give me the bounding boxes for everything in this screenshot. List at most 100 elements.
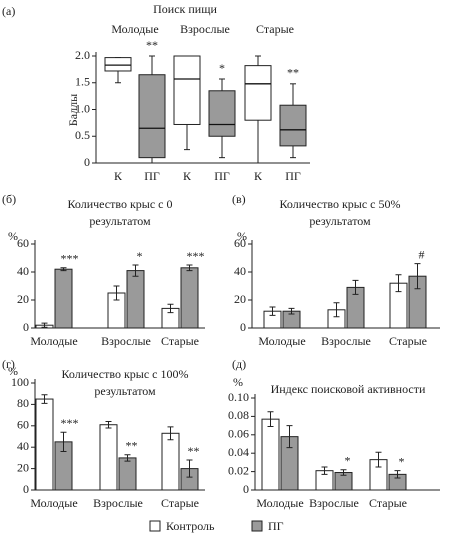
y-tick-label: 0: [243, 482, 249, 496]
bar: [54, 268, 73, 329]
legend-label: ПГ: [268, 519, 284, 533]
error-bar: [60, 431, 67, 452]
chart-title: Количество крыс с 100%: [61, 367, 188, 381]
x-tick-label: Взрослые: [93, 496, 143, 510]
annotation: ***: [61, 416, 79, 430]
panel-label: (б): [2, 192, 16, 206]
error-bar: [60, 267, 67, 272]
y-tick-label: 100: [11, 375, 29, 389]
error-bar: [375, 451, 382, 468]
y-tick-label: 40: [17, 439, 29, 453]
error-bar: [394, 470, 401, 479]
x-tick-label: К: [183, 169, 192, 183]
annotation: ***: [187, 249, 205, 263]
group-label: Старые: [256, 22, 294, 36]
annotation: *: [345, 454, 351, 468]
y-tick-label: 0.08: [228, 408, 249, 422]
box: [208, 90, 236, 137]
legend-swatch: [251, 520, 263, 532]
panel-label: (д): [232, 357, 246, 371]
chart-title: Индекс поисковой активности: [271, 382, 426, 396]
y-tick-label: 0.02: [228, 463, 249, 477]
x-tick-label: Старые: [161, 496, 199, 510]
x-tick-label: Молодые: [256, 496, 303, 510]
error-bar: [333, 302, 340, 318]
x-tick-label: ПГ: [144, 169, 160, 183]
x-tick-label: Старые: [369, 496, 407, 510]
y-axis-label: %: [8, 364, 18, 378]
bar: [180, 267, 199, 329]
x-tick-label: Старые: [161, 334, 199, 348]
box: [138, 74, 166, 159]
annotation: **: [126, 438, 138, 452]
y-axis-label: Баллы: [66, 94, 80, 126]
chart-title: результатом: [309, 214, 371, 228]
error-bar: [269, 306, 276, 316]
x-tick-label: Молодые: [30, 496, 77, 510]
error-bar: [132, 264, 139, 277]
error-bar: [321, 466, 328, 475]
y-tick-label: 0.06: [228, 427, 249, 441]
chart-title: результатом: [94, 384, 156, 398]
error-bar: [105, 421, 112, 429]
x-tick-label: ПГ: [214, 169, 230, 183]
y-tick-label: 20: [17, 292, 29, 306]
panel-label: (г): [2, 357, 15, 371]
error-bar: [352, 279, 359, 295]
bar: [99, 424, 118, 491]
y-tick-label: 60: [234, 236, 246, 250]
y-tick-label: 1.5: [75, 75, 90, 89]
y-tick-label: 2.0: [75, 48, 90, 62]
y-tick-label: 40: [17, 264, 29, 278]
y-tick-label: 80: [17, 396, 29, 410]
bar: [118, 457, 137, 491]
y-tick-label: 1.0: [75, 101, 90, 115]
error-bar: [186, 264, 193, 272]
annotation: *: [219, 61, 225, 75]
y-tick-label: 0: [23, 482, 29, 496]
error-bar: [41, 394, 48, 404]
error-bar: [414, 263, 421, 290]
legend-label: Контроль: [166, 519, 215, 533]
y-tick-label: 0.5: [75, 128, 90, 142]
group-label: Молодые: [111, 22, 158, 36]
group-label: Взрослые: [180, 22, 230, 36]
y-tick-label: 20: [234, 292, 246, 306]
error-bar: [395, 274, 402, 293]
chart-title: результатом: [89, 214, 151, 228]
error-bar: [267, 411, 274, 428]
annotation: *: [399, 454, 405, 468]
y-tick-label: 40: [234, 264, 246, 278]
x-tick-label: Молодые: [258, 334, 305, 348]
y-axis-label: %: [233, 375, 243, 389]
annotation: #: [419, 247, 425, 261]
x-tick-label: Взрослые: [101, 334, 151, 348]
chart-title: Количество крыс с 50%: [279, 197, 400, 211]
panel-label: (а): [2, 4, 15, 18]
y-axis-label: %: [237, 229, 247, 243]
y-tick-label: 0: [240, 320, 246, 334]
error-bar: [340, 469, 347, 476]
annotation: **: [287, 66, 299, 80]
error-bar: [167, 426, 174, 441]
y-tick-label: 60: [17, 236, 29, 250]
x-tick-label: Взрослые: [321, 334, 371, 348]
x-tick-label: К: [114, 169, 123, 183]
error-bar: [167, 303, 174, 314]
y-axis-label: %: [8, 229, 18, 243]
box: [173, 55, 201, 125]
bar: [35, 398, 54, 491]
chart-title: Поиск пищи: [153, 2, 217, 16]
bar: [261, 418, 280, 491]
box: [104, 57, 132, 72]
annotation: **: [188, 444, 200, 458]
y-tick-label: 60: [17, 418, 29, 432]
legend-swatch: [149, 520, 161, 532]
error-bar: [186, 459, 193, 478]
bar: [161, 432, 180, 491]
annotation: *: [137, 249, 143, 263]
error-bar: [288, 307, 295, 315]
chart-title: Количество крыс с 0: [67, 197, 172, 211]
error-bar: [286, 425, 293, 449]
